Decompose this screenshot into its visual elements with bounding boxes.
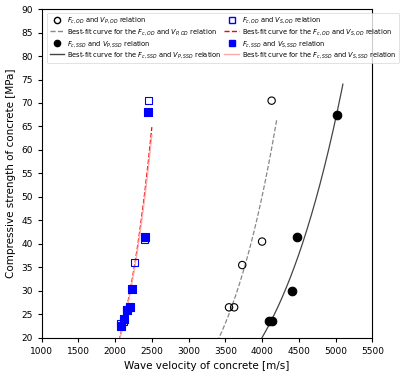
Legend: $F_{c,OD}$ and $V_{P,OD}$ relation, Best-fit curve for the $F_{c,OD}$ and $V_{P,: $F_{c,OD}$ and $V_{P,OD}$ relation, Best…	[47, 13, 398, 63]
Point	[123, 307, 129, 313]
X-axis label: Wave velocity of concrete [m/s]: Wave velocity of concrete [m/s]	[124, 362, 289, 371]
Point	[266, 319, 272, 325]
Point	[293, 234, 300, 240]
Point	[230, 304, 237, 310]
Point	[117, 323, 124, 329]
Point	[145, 109, 151, 115]
Point	[145, 98, 151, 104]
Point	[128, 285, 135, 291]
Point	[288, 288, 295, 294]
Point	[141, 236, 147, 242]
Point	[120, 319, 127, 325]
Point	[258, 239, 265, 245]
Point	[333, 112, 339, 118]
Point	[117, 321, 124, 327]
Point	[238, 262, 245, 268]
Point	[225, 304, 232, 310]
Y-axis label: Compressive strength of concrete [MPa]: Compressive strength of concrete [MPa]	[5, 69, 16, 278]
Point	[126, 304, 133, 310]
Point	[120, 316, 127, 322]
Point	[126, 304, 133, 310]
Point	[141, 234, 147, 240]
Point	[268, 98, 274, 104]
Point	[268, 319, 274, 325]
Point	[131, 260, 137, 266]
Point	[123, 307, 130, 313]
